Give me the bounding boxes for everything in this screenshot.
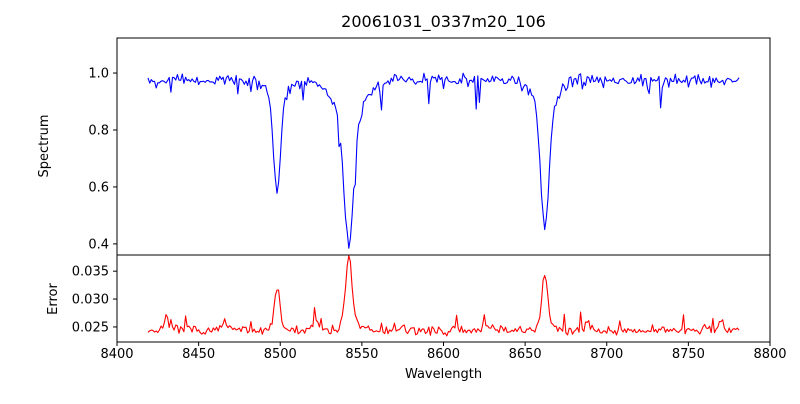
chart-title: 20061031_0337m20_106	[341, 12, 546, 32]
x-tick-label: 8550	[345, 347, 378, 362]
y-tick-label: 0.6	[88, 180, 109, 195]
x-tick-label: 8700	[590, 347, 623, 362]
error-axis-label: Error	[46, 283, 61, 315]
y-tick-label: 1.0	[88, 66, 109, 81]
y-tick-label: 0.025	[72, 320, 109, 335]
spectrum-axis-label: Spectrum	[37, 115, 52, 178]
x-tick-label: 8500	[264, 347, 297, 362]
x-tick-label: 8600	[427, 347, 460, 362]
y-tick-label: 0.035	[72, 265, 109, 280]
x-tick-label: 8800	[753, 347, 786, 362]
wavelength-axis-label: Wavelength	[405, 367, 482, 382]
x-tick-label: 8650	[509, 347, 542, 362]
x-tick-label: 8450	[182, 347, 215, 362]
spectrum-line	[147, 72, 740, 249]
x-tick-label: 8750	[672, 347, 705, 362]
error-line	[147, 255, 740, 337]
y-tick-label: 0.8	[88, 123, 109, 138]
y-tick-label: 0.030	[72, 292, 109, 307]
data-series-group	[147, 72, 740, 337]
y-tick-label: 0.4	[88, 237, 109, 252]
spectrum-panel-frame	[116, 37, 771, 256]
ticks-group: 0.4 0.6 0.8 1.0 0.025 0.030 0.035 8400 8450 8500 8…	[72, 66, 787, 362]
x-tick-label: 8400	[100, 347, 133, 362]
